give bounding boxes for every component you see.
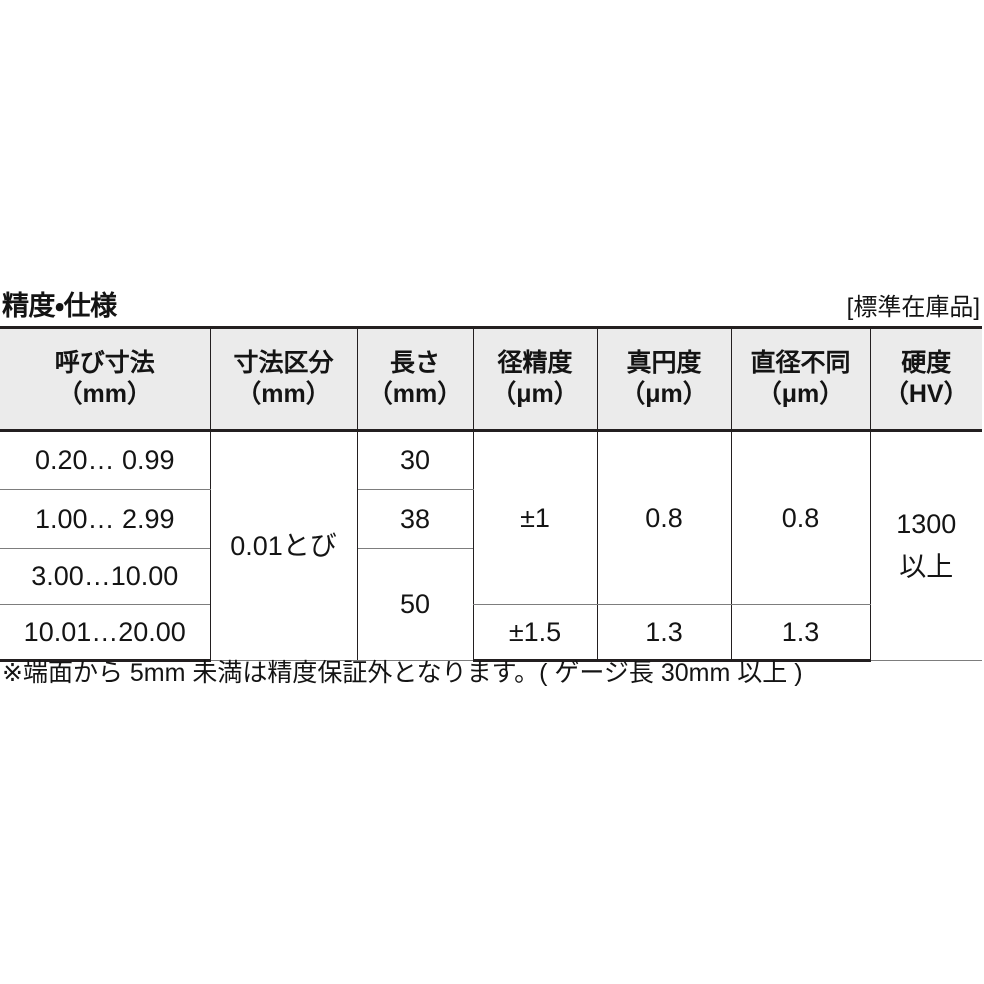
- cell-nominal-size-2: 1.00… 2.99: [0, 489, 211, 549]
- table-row: 1.00… 2.99 38: [0, 489, 982, 549]
- cell-nominal-size-4: 10.01…20.00: [0, 604, 211, 662]
- header-label-line2: （μm）: [620, 380, 708, 408]
- column-header-nominal-size: 呼び寸法 （mm）: [0, 326, 211, 432]
- header-label-line1: 径精度: [497, 348, 573, 377]
- cell-length-1: 30: [356, 430, 474, 490]
- header-row: 呼び寸法 （mm） 寸法区分 （mm） 長さ （mm） 径精度 （μm） 真円度: [0, 326, 982, 432]
- cell-roundness-lower: 1.3: [596, 604, 732, 662]
- cell-size-step: 0.01とび: [209, 430, 358, 661]
- header-label-line1: 直径不同: [750, 348, 851, 377]
- header-label-line2: （HV）: [883, 380, 969, 408]
- cell-nominal-size-3: 3.00…10.00: [0, 548, 211, 605]
- table-row: 3.00…10.00 50: [0, 548, 982, 661]
- header-label-line2: （μm）: [491, 380, 579, 408]
- header-label-line1: 寸法区分: [233, 348, 334, 377]
- footnote-text: ※端面から 5mm 未満は精度保証外となります。( ゲージ長 30mm 以上 ): [2, 659, 803, 687]
- header-label-line1: 呼び寸法: [54, 348, 155, 377]
- header-label-line2: （mm）: [57, 380, 152, 408]
- header-label-line2: （mm）: [236, 380, 331, 408]
- column-header-roundness: 真円度 （μm）: [596, 326, 732, 432]
- table-row: 0.20… 0.99 0.01とび 30 ±1 0.8 0.8 1300 以上: [0, 430, 982, 661]
- cell-length-3: 50: [356, 548, 474, 661]
- table-header: 呼び寸法 （mm） 寸法区分 （mm） 長さ （mm） 径精度 （μm） 真円度: [0, 326, 982, 432]
- stock-status-label: [標準在庫品]: [846, 294, 980, 321]
- cell-hardness: 1300 以上: [869, 430, 983, 661]
- column-header-hardness: 硬度 （HV）: [869, 326, 982, 432]
- hardness-value: 1300: [896, 509, 957, 540]
- header-label-line1: 長さ: [389, 348, 440, 377]
- cell-nominal-size-1: 0.20… 0.99: [0, 430, 211, 490]
- table-body: 0.20… 0.99 0.01とび 30 ±1 0.8 0.8 1300 以上 …: [0, 430, 982, 662]
- cell-length-2: 38: [356, 489, 474, 549]
- cell-diameter-variation-upper: 0.8: [730, 430, 871, 605]
- cell-roundness-upper: 0.8: [596, 430, 732, 605]
- specification-table: 呼び寸法 （mm） 寸法区分 （mm） 長さ （mm） 径精度 （μm） 真円度: [0, 326, 982, 662]
- cell-diameter-variation-lower: 1.3: [730, 604, 871, 662]
- hardness-value-block: 1300 以上: [871, 508, 983, 584]
- cell-diameter-accuracy-upper: ±1: [472, 430, 598, 605]
- header-label-line2: （mm）: [367, 380, 463, 408]
- caption-row: 精度・仕様 [標準在庫品]: [0, 276, 982, 320]
- table-row: 10.01…20.00 ±1.5 1.3 1.3: [0, 604, 982, 662]
- hardness-qualifier: 以上: [899, 552, 954, 582]
- header-label-line1: 硬度: [901, 348, 952, 377]
- column-header-diameter-variation: 直径不同 （μm）: [730, 326, 871, 432]
- cell-diameter-accuracy-lower: ±1.5: [472, 604, 598, 662]
- header-label-line1: 真円度: [626, 348, 702, 377]
- column-header-size-step: 寸法区分 （mm）: [209, 326, 358, 432]
- header-label-line2: （μm）: [756, 380, 845, 408]
- column-header-length: 長さ （mm）: [356, 326, 474, 432]
- page-title: 精度・仕様: [2, 291, 117, 321]
- column-header-diameter-accuracy: 径精度 （μm）: [472, 326, 598, 432]
